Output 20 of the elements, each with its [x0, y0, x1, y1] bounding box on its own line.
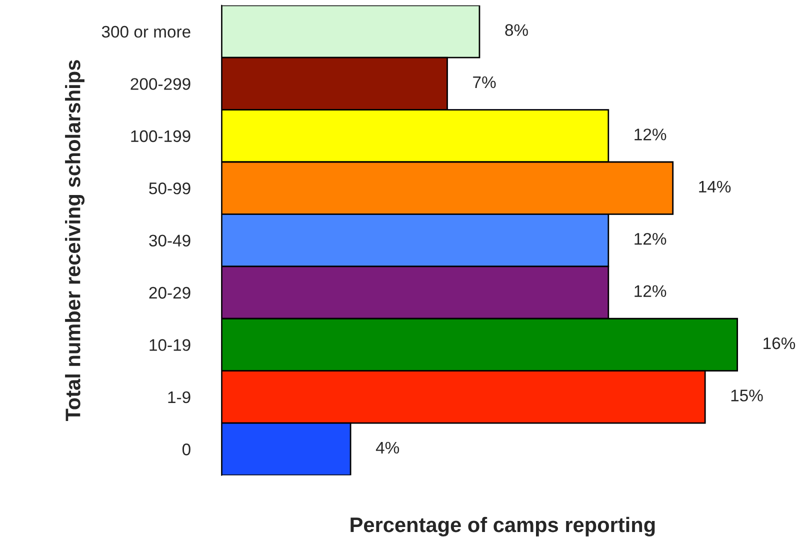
y-axis-title: Total number receiving scholarships — [65, 60, 85, 422]
data-label: 4% — [376, 442, 400, 454]
data-label: 12% — [634, 232, 666, 245]
y-tick-label: 100-199 — [131, 130, 190, 142]
data-label: 7% — [473, 76, 496, 88]
y-tick-label: 30-49 — [149, 234, 190, 247]
data-label: 8% — [505, 24, 528, 36]
y-tick-label: 200-299 — [130, 78, 190, 90]
data-label: 15% — [731, 390, 763, 402]
y-tick-label: 300 or more — [102, 26, 190, 38]
y-tick-label: 20-29 — [149, 286, 190, 299]
x-axis-title: Percentage of camps reporting — [350, 516, 655, 536]
data-label: 14% — [699, 180, 731, 193]
y-tick-label: 50-99 — [149, 182, 190, 194]
data-label: 12% — [634, 128, 666, 140]
y-tick-label: 0 — [182, 444, 190, 456]
y-tick-label: 1-9 — [168, 391, 190, 404]
y-tick-label: 10-19 — [150, 339, 190, 351]
data-label: 16% — [764, 337, 796, 350]
data-label: 12% — [634, 285, 666, 297]
